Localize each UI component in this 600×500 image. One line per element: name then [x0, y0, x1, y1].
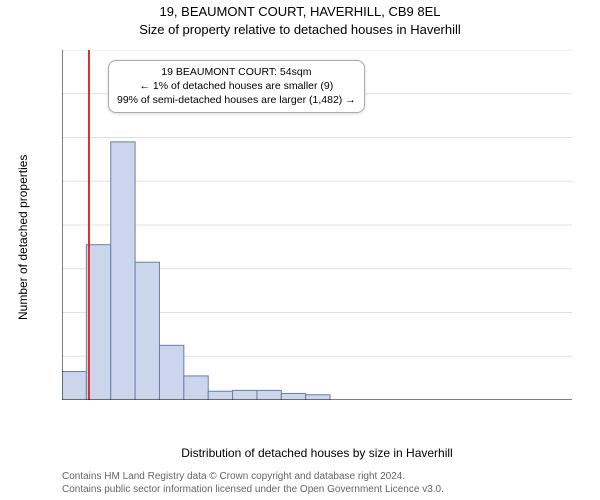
attribution-line1: Contains HM Land Registry data © Crown c… [62, 471, 572, 484]
annotation-line1: 19 BEAUMONT COURT: 54sqm [117, 65, 356, 79]
x-axis-label: Distribution of detached houses by size … [62, 446, 572, 460]
bar [62, 372, 86, 400]
bars-group [62, 142, 330, 400]
attribution-line2: Contains public sector information licen… [62, 484, 572, 497]
bar [111, 142, 135, 400]
annotation-line2: ← 1% of detached houses are smaller (9) [117, 79, 356, 93]
chart-subtitle: Size of property relative to detached ho… [0, 22, 600, 37]
y-axis-label: Number of detached properties [16, 155, 30, 320]
bar [281, 393, 305, 400]
bar [184, 376, 208, 400]
bar [233, 390, 257, 400]
chart-container: 19, BEAUMONT COURT, HAVERHILL, CB9 8EL S… [0, 0, 600, 500]
annotation-line3: 99% of semi-detached houses are larger (… [117, 93, 356, 107]
bar [159, 345, 183, 400]
bar [257, 390, 281, 400]
bar [86, 245, 110, 400]
annotation-box: 19 BEAUMONT COURT: 54sqm ← 1% of detache… [108, 60, 365, 113]
attribution-text: Contains HM Land Registry data © Crown c… [62, 471, 572, 496]
chart-title: 19, BEAUMONT COURT, HAVERHILL, CB9 8EL [0, 4, 600, 19]
bar [306, 395, 330, 400]
bar [135, 262, 159, 400]
bar [208, 391, 232, 400]
